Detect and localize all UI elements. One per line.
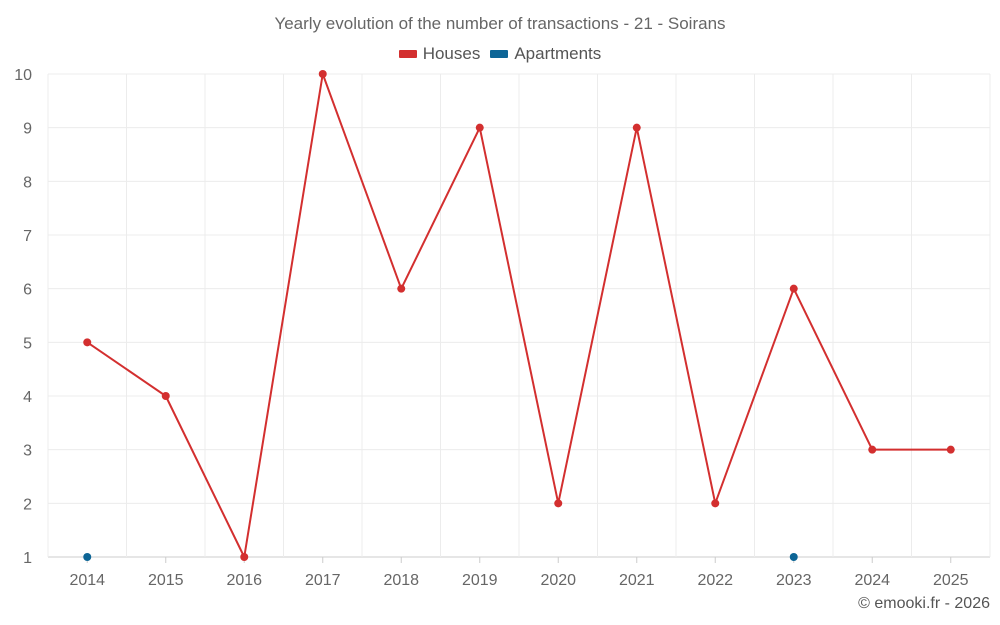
data-point-houses-2025 (946, 445, 955, 454)
data-point-houses-2023 (789, 284, 798, 293)
x-tick-label-2021: 2021 (619, 572, 655, 589)
data-point-houses-2019 (475, 123, 484, 132)
y-tick-label-5: 5 (23, 335, 32, 352)
chart-legend: Houses Apartments (0, 44, 1000, 64)
x-tick-label-2019: 2019 (462, 572, 498, 589)
data-point-houses-2017 (318, 70, 327, 78)
x-tick-label-2017: 2017 (305, 572, 341, 589)
legend-item-houses[interactable]: Houses (398, 44, 481, 64)
credit-text: © emooki.fr - 2026 (858, 595, 990, 612)
x-tick-label-2020: 2020 (540, 572, 576, 589)
legend-item-apartments[interactable]: Apartments (490, 44, 601, 64)
data-point-houses-2022 (711, 499, 720, 508)
x-tick-label-2023: 2023 (776, 572, 812, 589)
y-tick-label-8: 8 (23, 174, 32, 191)
data-point-houses-2015 (161, 392, 170, 400)
data-point-houses-2024 (868, 445, 877, 454)
data-point-houses-2014 (83, 338, 92, 347)
legend-swatch-apartments (490, 50, 509, 58)
y-tick-label-7: 7 (23, 228, 32, 245)
x-tick-label-2018: 2018 (383, 572, 419, 589)
y-tick-label-1: 1 (23, 550, 32, 567)
y-tick-label-4: 4 (23, 389, 32, 406)
series-line-houses (86, 73, 951, 558)
y-tick-label-3: 3 (23, 443, 32, 460)
legend-label-houses: Houses (422, 44, 481, 63)
y-tick-label-10: 10 (14, 67, 32, 84)
x-tick-label-2015: 2015 (148, 572, 184, 589)
x-tick-label-2016: 2016 (226, 572, 262, 589)
data-point-houses-2018 (397, 284, 406, 293)
x-tick-label-2022: 2022 (697, 572, 733, 589)
data-point-apartments-2014 (83, 553, 92, 561)
x-tick-label-2014: 2014 (69, 572, 105, 589)
x-tick-label-2024: 2024 (854, 572, 890, 589)
data-point-apartments-2023 (789, 553, 798, 561)
x-tick-label-2025: 2025 (933, 572, 969, 589)
y-tick-label-9: 9 (23, 121, 32, 138)
chart-title: Yearly evolution of the number of transa… (274, 14, 726, 33)
y-tick-label-6: 6 (23, 282, 32, 299)
y-tick-label-2: 2 (23, 496, 32, 513)
data-point-houses-2020 (554, 499, 563, 508)
data-point-houses-2021 (632, 123, 641, 132)
legend-swatch-houses (398, 50, 417, 58)
legend-label-apartments: Apartments (514, 44, 602, 63)
data-point-houses-2016 (240, 553, 249, 561)
